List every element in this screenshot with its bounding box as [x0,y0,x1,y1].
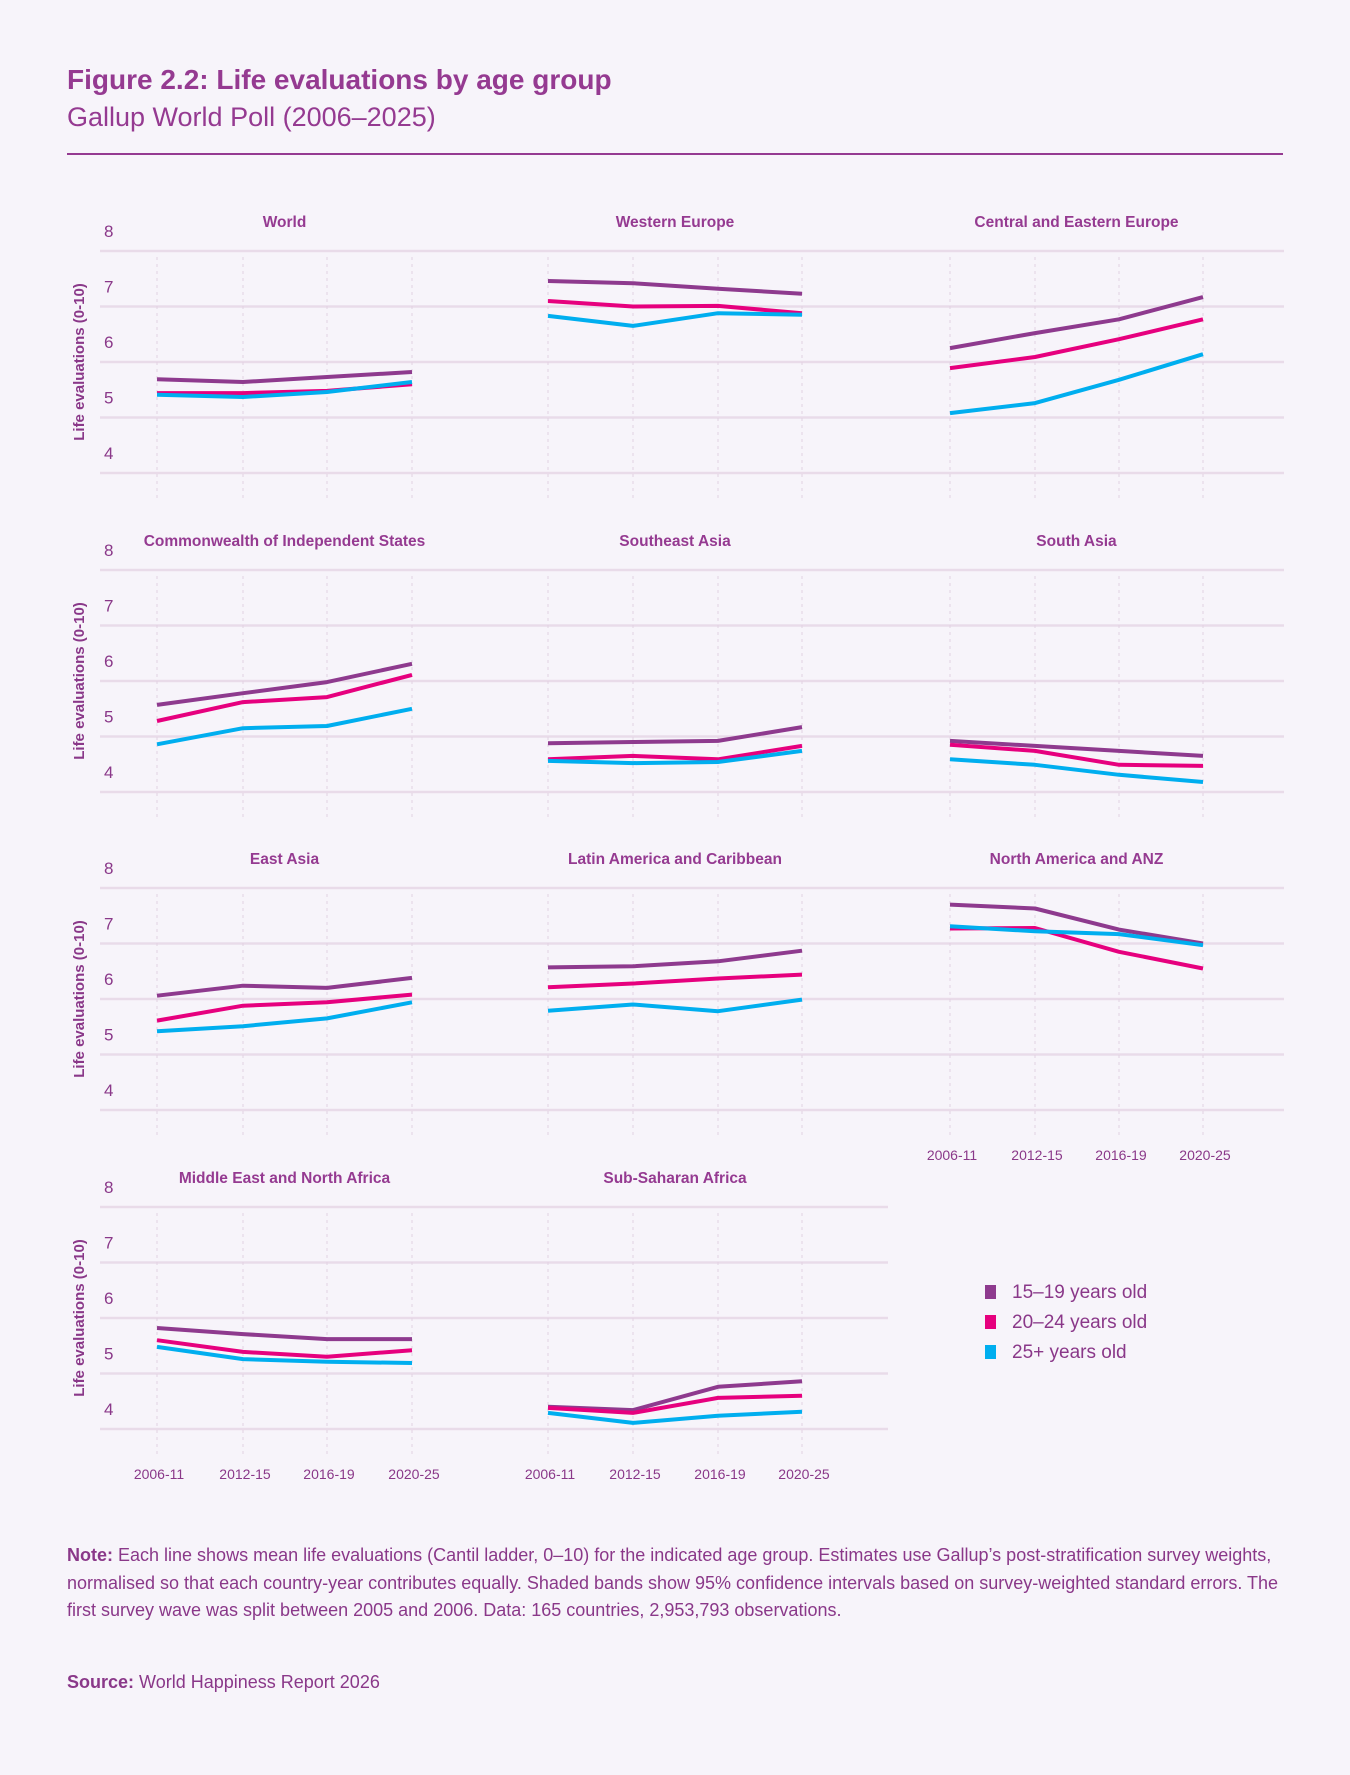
x-tick-label: 2012-15 [219,1466,271,1482]
series-line-15-19-years-old [156,975,413,998]
series-line-20-24-years-old [156,672,413,723]
x-tick-label: 2012-15 [609,1466,661,1482]
series-line-25-years-old [949,924,1204,948]
series-line-25-years-old [949,757,1204,784]
y-tick-label: 6 [104,970,113,989]
x-tick-label: 2016-19 [1095,1147,1147,1163]
series-line-20-24-years-old [949,742,1204,768]
legend-swatch [985,1345,996,1359]
panel-title: Southeast Asia [619,533,731,550]
y-tick-label: 6 [104,652,113,671]
note-label: Note: [67,1545,113,1565]
series-line-25-years-old [547,311,803,328]
y-tick-label: 7 [104,1234,113,1253]
x-tick-label: 2020-25 [1179,1147,1231,1163]
series-line-25-years-old [156,1000,413,1034]
y-axis-label: Life evaluations (0-10) [71,602,88,760]
y-tick-label: 7 [104,278,113,297]
panel-title: Middle East and North Africa [179,1170,391,1187]
y-tick-label: 4 [104,444,113,463]
series-line-20-24-years-old [547,1393,803,1415]
series-line-25-years-old [547,1409,803,1425]
x-tick-label: 2020-25 [388,1466,440,1482]
source: Source: World Happiness Report 2026 [67,1672,380,1693]
source-text: World Happiness Report 2026 [134,1672,380,1692]
series-line-15-19-years-old [547,279,803,296]
panel-title: Central and Eastern Europe [974,214,1179,231]
panel-title: Latin America and Caribbean [568,851,782,868]
y-tick-label: 8 [104,859,113,878]
x-tick-label: 2020-25 [778,1466,830,1482]
y-axis-label: Life evaluations (0-10) [71,920,88,1078]
series-line-20-24-years-old [156,992,413,1023]
figure-subtitle: Gallup World Poll (2006–2025) [67,102,436,132]
panel-title: Sub-Saharan Africa [603,1170,747,1187]
series-line-15-19-years-old [949,902,1204,946]
legend-swatch [985,1285,996,1299]
y-tick-label: 6 [104,1289,113,1308]
note-text: Each line shows mean life evaluations (C… [67,1545,1279,1620]
panel-title: East Asia [250,851,320,868]
x-tick-label: 2006-11 [525,1466,576,1482]
panel-title: World [263,214,307,231]
y-tick-label: 7 [104,597,113,616]
series-line-15-19-years-old [547,725,803,746]
series-line-15-19-years-old [547,948,803,970]
series-line-15-19-years-old [156,661,413,707]
y-tick-label: 7 [104,915,113,934]
legend-label: 25+ years old [1012,1342,1127,1363]
series-line-20-24-years-old [156,1338,413,1359]
y-tick-label: 8 [104,1178,113,1197]
series-line-25-years-old [949,352,1204,416]
panel-title: Commonwealth of Independent States [144,533,426,550]
series-line-20-24-years-old [547,299,803,316]
y-axis-label: Life evaluations (0-10) [71,1239,88,1397]
y-tick-label: 6 [104,333,113,352]
figure-title: Figure 2.2: Life evaluations by age grou… [67,64,612,95]
series-line-25-years-old [547,748,803,766]
series-line-20-24-years-old [949,317,1204,371]
series-line-25-years-old [156,1344,413,1365]
panel-title: North America and ANZ [990,851,1164,868]
source-label: Source: [67,1672,135,1692]
x-tick-label: 2016-19 [694,1466,746,1482]
y-tick-label: 5 [104,708,113,727]
y-tick-label: 4 [104,1081,113,1100]
x-tick-label: 2006-11 [134,1466,185,1482]
panel-title: South Asia [1036,533,1117,550]
title-divider [67,153,1283,155]
series-line-15-19-years-old [949,295,1204,351]
y-tick-label: 5 [104,1345,113,1364]
series-line-20-24-years-old [547,743,803,762]
y-tick-label: 8 [104,222,113,241]
y-tick-label: 8 [104,541,113,560]
y-axis-label: Life evaluations (0-10) [71,283,88,441]
series-line-15-19-years-old [156,370,413,384]
y-tick-label: 4 [104,1400,113,1419]
series-line-15-19-years-old [949,738,1204,758]
legend-label: 15–19 years old [1012,1282,1147,1303]
x-tick-label: 2012-15 [1011,1147,1063,1163]
y-tick-label: 5 [104,389,113,408]
series-line-25-years-old [547,997,803,1014]
series-line-20-24-years-old [547,972,803,990]
series-line-25-years-old [156,706,413,747]
y-tick-label: 5 [104,1026,113,1045]
note: Note: Each line shows mean life evaluati… [67,1542,1297,1625]
x-tick-label: 2006-11 [927,1147,978,1163]
y-tick-label: 4 [104,763,113,782]
panel-title: Western Europe [616,214,735,231]
legend-swatch [985,1315,996,1329]
series-line-25-years-old [156,380,413,399]
series-line-15-19-years-old [156,1326,412,1342]
x-tick-label: 2016-19 [303,1466,355,1482]
legend-label: 20–24 years old [1012,1312,1147,1333]
